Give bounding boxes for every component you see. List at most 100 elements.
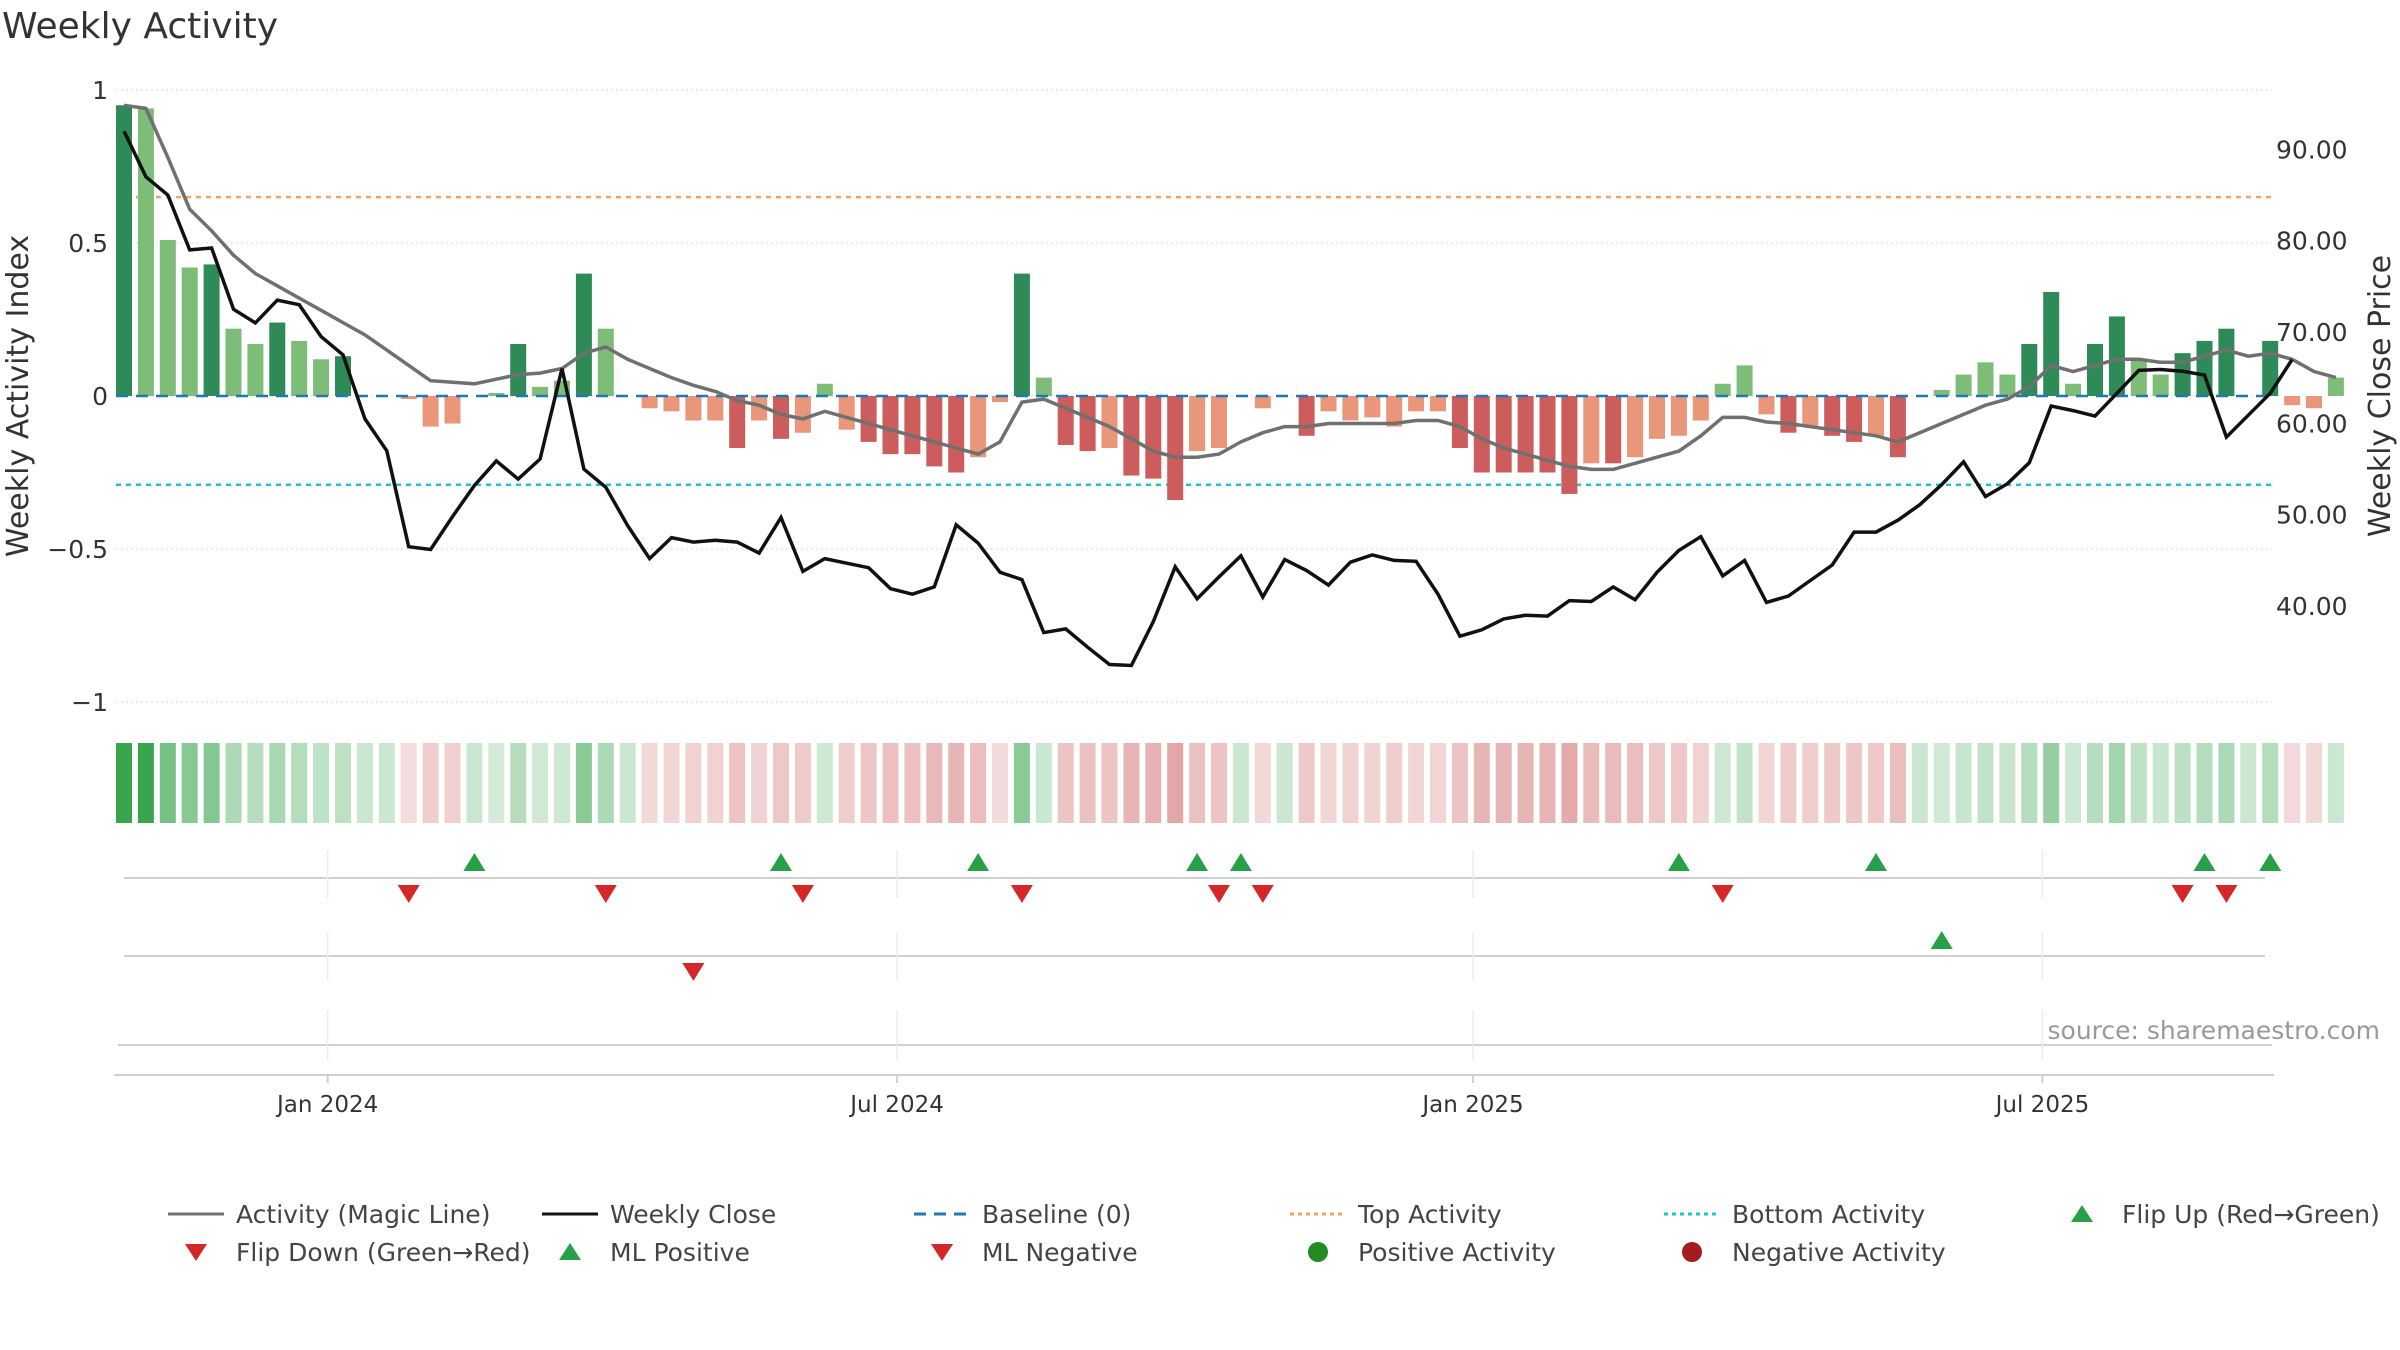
activity-strip-cell [1670, 743, 1687, 823]
legend-swatch [166, 1196, 226, 1232]
activity-bar [1692, 396, 1709, 421]
flip-up-marker [1229, 853, 1252, 871]
activity-strip-cell [2065, 743, 2082, 823]
activity-strip-cell [1977, 743, 1994, 823]
activity-bar [1101, 396, 1118, 449]
activity-strip-cell [1057, 743, 1074, 823]
activity-bar [116, 105, 132, 397]
flip-down-marker [1208, 885, 1230, 903]
activity-bar [1057, 396, 1074, 445]
activity-strip-cell [1802, 743, 1819, 823]
activity-bar [1889, 396, 1906, 458]
activity-strip-cell [1189, 743, 1206, 823]
legend-swatch [2052, 1196, 2112, 1232]
flip-down-marker [1010, 885, 1033, 903]
activity-bar [422, 396, 439, 427]
activity-strip-cell [1933, 743, 1950, 823]
activity-strip-cell [1517, 743, 1534, 823]
legend-triangle-down [185, 1244, 207, 1261]
legend-item: Positive Activity [1288, 1234, 1556, 1270]
activity-strip-cell [794, 743, 811, 823]
activity-strip-cell [2327, 743, 2344, 823]
ml-positive-marker [1930, 931, 1953, 949]
activity-bar [948, 396, 965, 473]
activity-bar [729, 396, 746, 449]
flip-down-marker [594, 885, 617, 903]
activity-strip-cell [291, 743, 308, 823]
activity-bar [1802, 396, 1819, 427]
activity-strip-cell [2262, 743, 2279, 823]
activity-bar [1955, 374, 1972, 396]
activity-strip-cell [1824, 743, 1841, 823]
activity-strip-cell [2218, 743, 2235, 823]
activity-strip-cell [510, 743, 527, 823]
flip-up-marker [1667, 853, 1690, 871]
activity-bar [663, 396, 680, 412]
activity-strip-cell [838, 743, 855, 823]
legend-swatch [912, 1196, 972, 1232]
legend-swatch-graphic [1664, 1212, 1720, 1216]
activity-bar [203, 264, 220, 396]
y-axis-title: Weekly Activity Index [1, 235, 36, 557]
series-lines [116, 103, 2337, 668]
activity-bar [838, 396, 855, 430]
activity-bar [2043, 291, 2060, 396]
activity-strip-cell [970, 743, 987, 823]
activity-strip-cell [159, 743, 176, 823]
activity-bar [1780, 396, 1797, 433]
activity-bar [137, 108, 154, 397]
activity-strip-cell [2284, 743, 2301, 823]
activity-strip-cell [1627, 743, 1644, 823]
activity-bar [1079, 396, 1096, 452]
activity-strip-cell [1013, 743, 1030, 823]
legend-label: ML Positive [610, 1237, 750, 1267]
activity-bar [1473, 396, 1490, 473]
legend-swatch [540, 1234, 600, 1270]
flip-up-marker [1186, 853, 1209, 871]
activity-strip-cell [707, 743, 724, 823]
y-tick-label: −1 [71, 688, 108, 717]
activity-bar [1167, 396, 1184, 501]
legend-label: Negative Activity [1732, 1237, 1946, 1267]
flip-up-marker [2193, 853, 2216, 871]
legend-swatch-graphic [914, 1212, 970, 1216]
activity-bar [1605, 396, 1622, 464]
legend-item: Weekly Close [540, 1196, 776, 1232]
activity-strip-cell [1868, 743, 1884, 823]
activity-strip-cell [532, 743, 549, 823]
activity-bar [247, 343, 264, 396]
activity-strip-cell [1649, 743, 1665, 823]
activity-bar [510, 343, 527, 396]
activity-bar [2152, 374, 2169, 396]
legend-item: Flip Down (Green→Red) [166, 1234, 531, 1270]
y2-tick-label: 60.00 [2276, 409, 2348, 438]
activity-strip-cell [1364, 743, 1381, 823]
activity-strip-cell [1692, 743, 1709, 823]
legend-dot [1308, 1242, 1328, 1262]
legend-label: Top Activity [1358, 1199, 1502, 1229]
activity-strip-cell [444, 743, 461, 823]
activity-bar [1211, 396, 1227, 449]
activity-strip-cell [2240, 743, 2257, 823]
legend-dot [1682, 1242, 1702, 1262]
activity-bar [532, 386, 549, 396]
activity-strip-cell [1999, 743, 2016, 823]
y-tick-label: 0 [92, 382, 108, 411]
activity-strip-cell [1889, 743, 1906, 823]
activity-bar [1736, 365, 1753, 396]
legend-swatch-graphic [1308, 1242, 1328, 1262]
activity-strip-cell [1079, 743, 1096, 823]
y-tick-label: −0.5 [47, 535, 108, 564]
legend-swatch-graphic [2071, 1205, 2093, 1222]
activity-bar [181, 267, 198, 396]
activity-bar [313, 359, 330, 396]
flip-up-marker [1865, 853, 1887, 871]
activity-bar [1495, 396, 1512, 473]
legend-item: Activity (Magic Line) [166, 1196, 490, 1232]
activity-strip-cell [860, 743, 877, 823]
activity-strip-cell [729, 743, 746, 823]
legend-item: Flip Up (Red→Green) [2052, 1196, 2380, 1232]
activity-strip-cell [2152, 743, 2169, 823]
activity-bar [1670, 396, 1687, 436]
legend-label: Positive Activity [1358, 1237, 1556, 1267]
